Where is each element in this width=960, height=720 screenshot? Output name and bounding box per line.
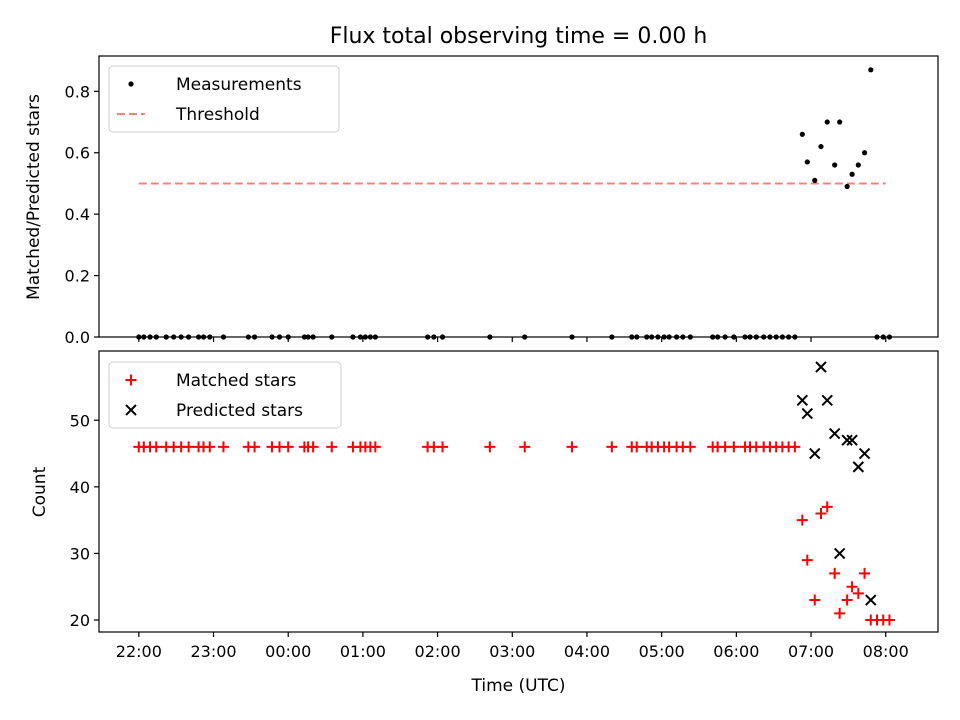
matched-point bbox=[631, 441, 643, 453]
x-tick-label: 07:00 bbox=[788, 642, 834, 661]
data-point bbox=[832, 162, 838, 168]
data-point bbox=[861, 150, 868, 156]
data-point bbox=[812, 177, 818, 183]
matched-point bbox=[606, 441, 618, 453]
x-axis-label: Time (UTC) bbox=[471, 676, 566, 696]
predicted-point bbox=[833, 547, 846, 560]
data-point bbox=[855, 162, 861, 168]
matched-point bbox=[789, 441, 801, 453]
predicted-point bbox=[828, 427, 841, 440]
matched-point bbox=[829, 567, 841, 579]
matched-point bbox=[859, 567, 871, 579]
predicted-point bbox=[858, 447, 871, 460]
predicted-point bbox=[846, 434, 858, 446]
x-tick-label: 08:00 bbox=[863, 642, 909, 661]
bottom-plot: 20 30 40 50 22:00 23:00 00:00 01:00 02:00 03:00 04… bbox=[70, 350, 939, 661]
y-tick-label: 0.8 bbox=[65, 82, 90, 101]
matched-point bbox=[821, 501, 833, 513]
bottom-plot-area bbox=[133, 361, 895, 626]
bottom-axes-frame bbox=[98, 350, 939, 633]
x-tick-label: 22:00 bbox=[116, 642, 162, 661]
x-tick-label: 03:00 bbox=[489, 642, 535, 661]
matched-point bbox=[809, 594, 821, 606]
predicted-point bbox=[841, 434, 853, 446]
data-point bbox=[818, 143, 824, 150]
data-point bbox=[799, 131, 805, 137]
matched-point bbox=[369, 441, 381, 453]
matched-point bbox=[249, 441, 261, 453]
top-axes-frame bbox=[98, 55, 939, 338]
data-point bbox=[844, 183, 850, 190]
legend-box bbox=[108, 65, 340, 133]
x-tick-label: 02:00 bbox=[415, 642, 461, 661]
y-tick-label: 50 bbox=[70, 411, 90, 430]
matched-point bbox=[815, 507, 827, 519]
x-tick-label: 05:00 bbox=[639, 642, 685, 661]
predicted-point bbox=[852, 461, 865, 473]
legend-label: Predicted stars bbox=[176, 401, 303, 421]
data-point bbox=[804, 159, 810, 165]
x-tick-label: 00:00 bbox=[265, 642, 311, 661]
predicted-stars-series bbox=[796, 361, 877, 606]
y-tick-label: 20 bbox=[70, 611, 90, 630]
matched-point bbox=[217, 441, 229, 453]
legend-box bbox=[108, 361, 342, 429]
predicted-point bbox=[796, 394, 809, 406]
matched-point bbox=[841, 594, 853, 606]
legend-label: Threshold bbox=[175, 105, 260, 125]
y-tick-label: 0.0 bbox=[65, 328, 90, 347]
matched-point bbox=[846, 581, 858, 593]
y-tick-label: 40 bbox=[70, 478, 90, 497]
data-point bbox=[868, 67, 874, 73]
x-tick-label: 23:00 bbox=[190, 642, 236, 661]
matched-point bbox=[282, 441, 294, 453]
bottom-y-axis-label: Count bbox=[30, 466, 50, 517]
top-y-axis-label: Matched/Predicted stars bbox=[24, 94, 44, 300]
top-plot: 0.0 0.2 0.4 0.6 0.8 Measurements Threshold bbox=[65, 55, 939, 347]
legend-marker bbox=[125, 374, 137, 386]
legend-label: Measurements bbox=[176, 75, 302, 95]
matched-point bbox=[566, 441, 578, 453]
chart-title: Flux total observing time = 0.00 h bbox=[330, 24, 708, 49]
matched-stars-series bbox=[133, 441, 895, 626]
predicted-point bbox=[865, 594, 877, 606]
legend-marker bbox=[125, 404, 137, 416]
matched-point bbox=[437, 441, 449, 453]
y-tick-label: 0.6 bbox=[65, 144, 90, 163]
matched-point bbox=[883, 614, 895, 626]
matched-point bbox=[204, 441, 216, 453]
matched-point bbox=[307, 441, 319, 453]
y-tick-label: 0.2 bbox=[65, 267, 90, 286]
matched-point bbox=[484, 441, 496, 453]
matched-point bbox=[834, 607, 846, 619]
top-legend: Measurements Threshold bbox=[108, 65, 340, 133]
matched-point bbox=[728, 441, 740, 453]
matched-point bbox=[326, 441, 338, 453]
matched-point bbox=[150, 441, 162, 453]
y-tick-label: 0.4 bbox=[65, 205, 90, 224]
matched-point bbox=[684, 441, 696, 453]
predicted-point bbox=[815, 361, 827, 373]
matched-point bbox=[796, 514, 808, 526]
x-tick-label: 04:00 bbox=[564, 642, 610, 661]
data-point bbox=[849, 171, 855, 177]
matched-point bbox=[183, 441, 195, 453]
x-tick-label: 01:00 bbox=[340, 642, 386, 661]
predicted-point bbox=[809, 447, 821, 460]
y-tick-label: 30 bbox=[70, 544, 90, 563]
predicted-point bbox=[801, 407, 814, 420]
matched-point bbox=[519, 441, 531, 453]
legend-marker bbox=[128, 81, 134, 87]
data-point bbox=[824, 119, 830, 125]
matched-point bbox=[852, 587, 864, 599]
x-tick-label: 06:00 bbox=[713, 642, 759, 661]
matched-point bbox=[801, 554, 813, 566]
data-point bbox=[837, 119, 843, 125]
legend-label: Matched stars bbox=[176, 371, 296, 391]
bottom-legend: Matched stars Predicted stars bbox=[108, 361, 342, 429]
predicted-point bbox=[821, 394, 833, 406]
